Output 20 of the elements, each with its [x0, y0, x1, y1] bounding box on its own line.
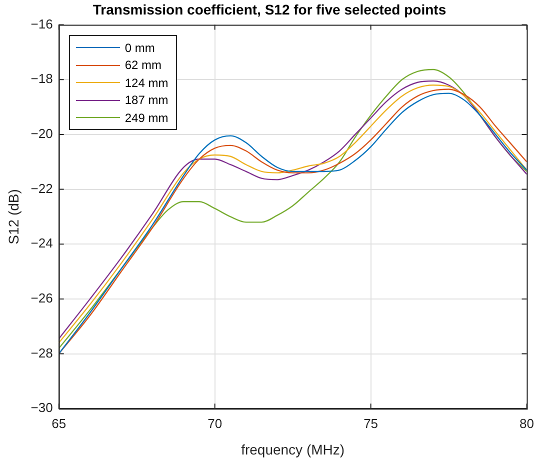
legend-label: 62 mm: [124, 58, 162, 72]
y-tick-label: −28: [30, 345, 53, 360]
y-tick-label: −18: [30, 71, 53, 86]
y-tick-label: −20: [30, 126, 53, 142]
y-tick-label: −16: [30, 16, 53, 32]
x-tick-label: 70: [208, 416, 222, 431]
x-tick-label: 65: [52, 416, 66, 431]
legend-label: 124 mm: [124, 76, 168, 90]
y-tick-label: −26: [30, 290, 53, 306]
legend-label: 0 mm: [124, 40, 155, 55]
x-tick-label: 80: [520, 416, 534, 431]
y-tick-label: −30: [30, 400, 53, 416]
x-axis-title: frequency (MHz): [241, 441, 345, 458]
legend-label: 187 mm: [124, 93, 168, 108]
y-tick-label: −24: [30, 236, 53, 251]
y-axis-title: S12 (dB): [5, 189, 22, 244]
chart-title: Transmission coefficient, S12 for five selected points: [92, 1, 446, 18]
legend-label: 249 mm: [124, 110, 168, 125]
y-tick-label: −22: [30, 180, 53, 196]
x-tick-label: 75: [364, 416, 378, 431]
